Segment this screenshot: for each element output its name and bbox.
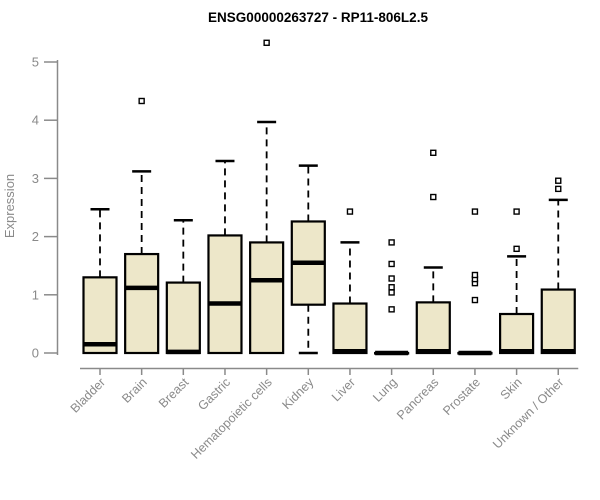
boxplot-hematopoietic-cells	[249, 39, 285, 355]
boxplot-lung	[374, 239, 410, 356]
outlier-point	[388, 260, 395, 268]
boxplot-unknown-other	[540, 177, 576, 355]
outlier-point	[388, 289, 395, 296]
iqr-box	[499, 312, 535, 355]
y-tick-label-2: 2	[32, 229, 39, 244]
outlier-point	[471, 271, 479, 279]
outlier-point	[388, 275, 395, 282]
x-tick-label: Breast	[156, 375, 192, 411]
outlier-point	[513, 208, 520, 215]
boxplot-liver	[332, 208, 368, 355]
y-tick-label-5: 5	[32, 55, 39, 70]
iqr-box	[165, 281, 201, 355]
iqr-box	[540, 288, 576, 355]
chart-title: ENSG00000263727 - RP11-806L2.5	[208, 10, 428, 25]
x-tick-label: Pancreas	[394, 375, 441, 422]
outlier-point	[263, 39, 270, 46]
outlier-point	[555, 185, 562, 193]
boxplot-skin	[499, 208, 535, 355]
x-tick-label: Unknown / Other	[490, 375, 566, 451]
x-tick-label: Brain	[119, 375, 150, 406]
outlier-point	[471, 296, 479, 304]
outlier-point	[513, 245, 520, 253]
x-tick-label: Lung	[370, 375, 400, 405]
y-tick-label-1: 1	[32, 287, 39, 302]
boxplot-series	[82, 39, 576, 356]
outlier-point	[388, 306, 395, 313]
boxplot-prostate	[457, 208, 493, 356]
outlier-point	[430, 193, 437, 201]
y-tick-label-0: 0	[32, 346, 39, 361]
iqr-box	[249, 241, 285, 355]
y-axis: 0 1 2 3 4 5	[32, 55, 59, 361]
iqr-box	[207, 234, 243, 355]
outlier-point	[346, 208, 354, 215]
y-axis-title: Expression	[2, 174, 17, 238]
iqr-box	[124, 252, 160, 355]
x-tick-label: Skin	[498, 375, 525, 402]
outlier-point	[388, 284, 395, 291]
y-tick-label-3: 3	[32, 171, 39, 186]
boxplot-pancreas	[415, 149, 451, 355]
outlier-point	[471, 208, 479, 215]
x-tick-label: Hematopoietic cells	[188, 375, 275, 462]
boxplot-brain	[124, 97, 160, 355]
x-tick-label: Gastric	[195, 375, 233, 413]
outlier-point	[388, 239, 395, 246]
boxplot-bladder	[82, 207, 118, 355]
outlier-point	[138, 97, 145, 105]
x-tick-label: Kidney	[279, 375, 316, 412]
x-tick-label: Prostate	[440, 375, 483, 418]
iqr-box	[415, 301, 451, 355]
iqr-box	[332, 302, 368, 355]
outlier-point	[555, 177, 562, 184]
x-tick-label: Liver	[329, 375, 358, 404]
boxplot-breast	[165, 219, 201, 355]
boxplot-kidney	[290, 164, 326, 355]
boxplot-gastric	[207, 159, 243, 355]
y-tick-label-4: 4	[32, 113, 39, 128]
iqr-box	[82, 276, 118, 355]
outlier-point	[430, 149, 437, 156]
x-tick-label: Bladder	[68, 375, 108, 415]
